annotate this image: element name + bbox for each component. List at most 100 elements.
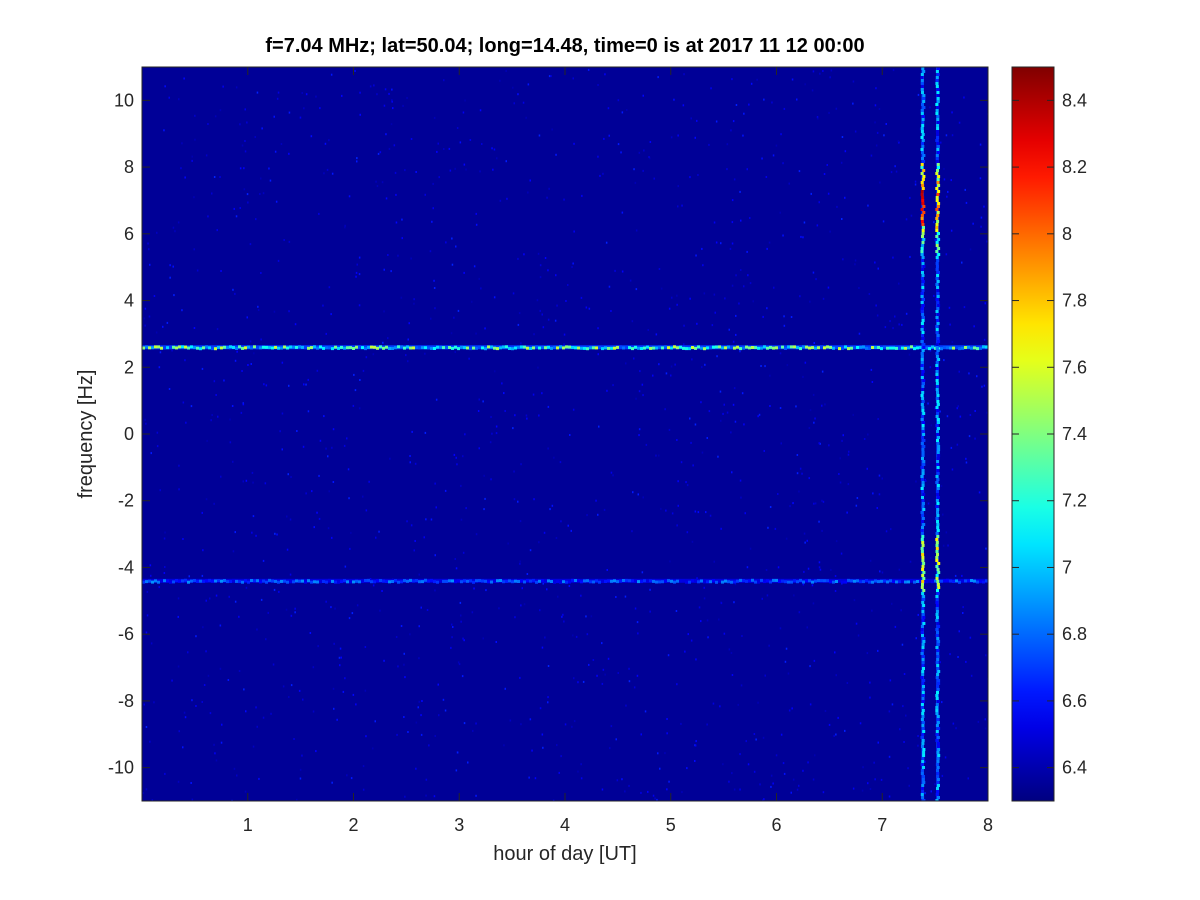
noise-cell — [281, 448, 283, 451]
burst-cell — [920, 112, 924, 115]
noise-cell — [234, 359, 237, 362]
noise-cell — [247, 364, 249, 366]
noise-cell — [862, 766, 864, 769]
noise-cell — [437, 683, 439, 686]
spectral-line-cell — [868, 580, 871, 584]
noise-cell — [743, 285, 745, 288]
noise-cell — [731, 471, 733, 474]
noise-cell — [156, 445, 159, 448]
noise-cell — [276, 533, 278, 536]
burst-cell — [936, 136, 940, 139]
noise-cell — [731, 199, 734, 202]
noise-cell — [800, 235, 802, 238]
spectral-line-cell — [871, 580, 874, 584]
noise-cell — [252, 745, 255, 748]
noise-cell — [213, 502, 215, 505]
burst-cell — [935, 475, 939, 478]
noise-cell — [885, 530, 888, 533]
spectral-line-cell — [748, 346, 751, 350]
spectral-line-cell — [931, 345, 934, 349]
noise-cell — [763, 98, 765, 101]
noise-cell — [821, 404, 823, 407]
burst-cell — [921, 559, 925, 562]
noise-cell — [772, 782, 774, 785]
noise-cell — [383, 268, 385, 271]
burst-cell — [921, 451, 925, 454]
noise-cell — [720, 527, 722, 530]
noise-cell — [828, 723, 831, 726]
noise-cell — [215, 594, 218, 597]
burst-cell — [921, 784, 925, 787]
burst-cell — [937, 445, 941, 448]
noise-cell — [806, 539, 808, 542]
noise-cell — [202, 549, 204, 552]
noise-cell — [303, 107, 305, 110]
noise-cell — [246, 193, 249, 196]
noise-cell — [346, 774, 348, 777]
noise-cell — [762, 799, 764, 801]
noise-cell — [749, 282, 752, 285]
noise-cell — [692, 464, 694, 467]
spectral-line-cell — [832, 580, 835, 584]
spectral-line-cell — [478, 579, 481, 582]
burst-cell — [935, 370, 939, 373]
burst-cell — [937, 700, 940, 703]
spectral-line-cell — [442, 346, 445, 350]
noise-cell — [404, 169, 406, 172]
spectral-line-cell — [328, 578, 331, 582]
spectral-line-cell — [694, 579, 697, 583]
noise-cell — [313, 526, 315, 529]
burst-cell — [936, 637, 940, 640]
noise-cell — [739, 479, 742, 482]
noise-cell — [755, 738, 757, 741]
spectral-line-cell — [229, 580, 232, 583]
noise-cell — [676, 294, 678, 297]
noise-cell — [905, 714, 907, 717]
noise-cell — [239, 207, 241, 209]
noise-cell — [822, 297, 825, 300]
noise-cell — [958, 370, 960, 373]
heatmap-background — [142, 67, 988, 801]
burst-cell — [921, 496, 924, 499]
noise-cell — [747, 274, 749, 277]
noise-cell — [542, 326, 545, 329]
noise-cell — [350, 777, 353, 780]
spectral-line-cell — [343, 346, 346, 350]
noise-cell — [478, 447, 480, 450]
noise-cell — [720, 242, 722, 245]
noise-cell — [307, 378, 309, 381]
noise-cell — [541, 733, 544, 736]
noise-cell — [824, 403, 826, 406]
noise-cell — [728, 648, 731, 651]
burst-cell — [936, 412, 940, 415]
noise-cell — [617, 143, 620, 146]
noise-cell — [514, 414, 516, 417]
noise-cell — [683, 73, 685, 76]
noise-cell — [601, 642, 603, 645]
burst-cell — [921, 601, 925, 604]
noise-cell — [463, 163, 466, 166]
noise-cell — [375, 536, 377, 539]
burst-cell — [920, 214, 924, 217]
noise-cell — [684, 650, 686, 653]
burst-cell — [936, 322, 940, 325]
noise-cell — [273, 588, 276, 591]
noise-cell — [463, 639, 465, 642]
noise-cell — [234, 600, 237, 603]
noise-cell — [943, 167, 945, 170]
x-tick-label: 7 — [877, 815, 887, 835]
burst-cell — [921, 67, 925, 70]
spectral-line-cell — [256, 346, 259, 350]
noise-cell — [648, 156, 650, 158]
burst-cell — [921, 244, 925, 247]
burst-cell — [935, 364, 939, 367]
noise-cell — [602, 668, 605, 671]
burst-cell — [936, 715, 940, 718]
noise-cell — [319, 107, 321, 110]
spectral-line-cell — [508, 579, 511, 583]
noise-cell — [770, 774, 773, 777]
noise-cell — [635, 229, 638, 232]
noise-cell — [465, 168, 467, 171]
noise-cell — [539, 276, 542, 279]
spectral-line-cell — [979, 580, 982, 584]
